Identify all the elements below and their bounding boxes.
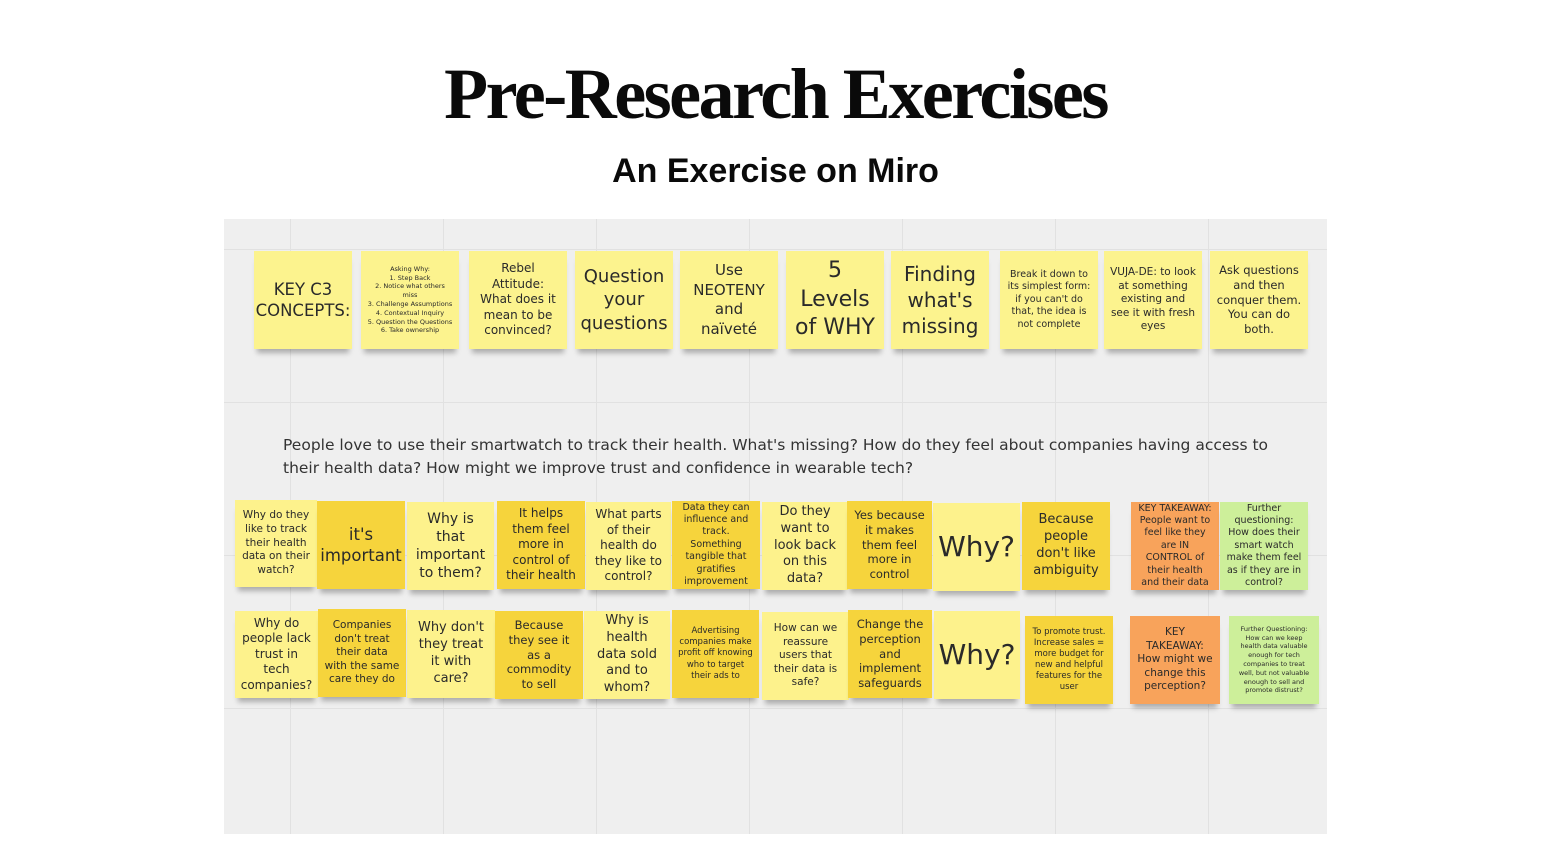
- sticky-note-row2-further-questioning[interactable]: Further Questioning: How can we keep hea…: [1229, 616, 1319, 704]
- sticky-note-neoteny[interactable]: Use NEOTENY and naïveté: [680, 251, 778, 349]
- sticky-note-row1-7[interactable]: Do they want to look back on this data?: [762, 502, 848, 590]
- sticky-note-row1-1[interactable]: Why do they like to track their health d…: [235, 500, 317, 587]
- sticky-note-row1-6[interactable]: Data they can influence and track. Somet…: [672, 501, 760, 589]
- sticky-note-row2-3[interactable]: Why don't they treat it with care?: [407, 610, 495, 698]
- sticky-note-row2-7[interactable]: How can we reassure users that their dat…: [762, 612, 849, 700]
- sticky-note-question-questions[interactable]: Question your questions: [575, 251, 673, 349]
- sticky-note-finding-missing[interactable]: Finding what's missing: [891, 251, 989, 349]
- sticky-note-row1-2[interactable]: it's important: [317, 501, 405, 589]
- sticky-note-row2-9[interactable]: Why?: [934, 611, 1020, 699]
- sticky-note-row2-5[interactable]: Why is health data sold and to whom?: [584, 611, 670, 699]
- sticky-note-row2-4[interactable]: Because they see it as a commodity to se…: [495, 611, 583, 699]
- sticky-note-row1-3[interactable]: Why is that important to them?: [407, 502, 494, 590]
- sticky-note-row1-9[interactable]: Why?: [933, 503, 1020, 591]
- sticky-note-row2-1[interactable]: Why do people lack trust in tech compani…: [235, 611, 318, 698]
- sticky-note-row2-6[interactable]: Advertising companies make profit off kn…: [672, 610, 759, 698]
- sticky-note-row1-key-takeaway[interactable]: KEY TAKEAWAY: People want to feel like t…: [1131, 502, 1219, 590]
- sticky-note-row1-5[interactable]: What parts of their health do they like …: [586, 502, 671, 590]
- sticky-note-row1-4[interactable]: It helps them feel more in control of th…: [497, 501, 585, 589]
- sticky-note-vuja-de[interactable]: VUJA-DE: to look at something existing a…: [1104, 251, 1202, 349]
- sticky-note-row1-10[interactable]: Because people don't like ambiguity: [1022, 502, 1110, 590]
- sticky-note-row1-further-questioning[interactable]: Further questioning: How does their smar…: [1220, 502, 1308, 590]
- sticky-note-row2-key-takeaway[interactable]: KEY TAKEAWAY: How might we change this p…: [1130, 616, 1220, 704]
- page-subtitle: An Exercise on Miro: [612, 152, 939, 190]
- sticky-note-asking-why[interactable]: Asking Why: 1. Step Back 2. Notice what …: [361, 251, 459, 349]
- board-prompt-text[interactable]: People love to use their smartwatch to t…: [283, 436, 1269, 477]
- page-title: Pre-Research Exercises: [444, 54, 1109, 134]
- sticky-note-rebel-attitude[interactable]: Rebel Attitude: What does it mean to be …: [469, 251, 567, 349]
- sticky-note-break-it-down[interactable]: Break it down to its simplest form: if y…: [1000, 251, 1098, 349]
- sticky-note-row2-2[interactable]: Companies don't treat their data with th…: [318, 609, 406, 697]
- sticky-note-key-concepts[interactable]: KEY C3 CONCEPTS:: [254, 251, 352, 349]
- sticky-note-row2-8[interactable]: Change the perception and implement safe…: [848, 610, 932, 698]
- sticky-note-ask-questions[interactable]: Ask questions and then conquer them. You…: [1210, 251, 1308, 349]
- sticky-note-row1-8[interactable]: Yes because it makes them feel more in c…: [847, 501, 932, 589]
- sticky-note-five-levels-why[interactable]: 5 Levels of WHY: [786, 251, 884, 349]
- sticky-note-row2-10[interactable]: To promote trust. Increase sales = more …: [1025, 616, 1113, 704]
- miro-board[interactable]: KEY C3 CONCEPTS: Asking Why: 1. Step Bac…: [224, 219, 1327, 834]
